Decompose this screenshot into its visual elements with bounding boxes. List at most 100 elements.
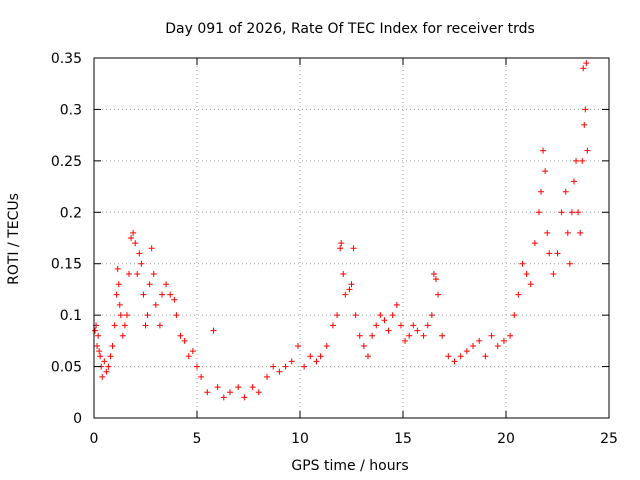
data-point [94, 343, 101, 349]
data-point [130, 229, 137, 236]
plot-frame [93, 57, 610, 419]
y-tick-label: 0.2 [60, 205, 82, 221]
data-point [123, 312, 130, 319]
data-point [152, 301, 159, 308]
data-point [329, 322, 336, 329]
data-point [317, 353, 324, 360]
data-point [92, 327, 99, 334]
data-point [389, 312, 396, 319]
data-point [542, 168, 549, 175]
data-point [313, 358, 320, 365]
data-point [167, 291, 174, 298]
y-tick-label: 0.3 [60, 102, 82, 118]
data-point [439, 332, 446, 339]
data-point [158, 291, 165, 298]
grid-lines [94, 58, 609, 418]
data-point [121, 322, 128, 329]
data-point [573, 157, 580, 164]
x-tick-label: 15 [394, 431, 412, 447]
data-point [430, 271, 437, 277]
data-point [270, 363, 277, 370]
data-point [103, 368, 110, 375]
data-point [334, 312, 341, 319]
data-point [381, 317, 388, 324]
y-tick-label: 0.25 [51, 154, 82, 170]
data-point [95, 332, 102, 339]
data-point [451, 358, 458, 365]
data-point [424, 322, 431, 329]
data-point [99, 373, 106, 380]
data-point [570, 178, 577, 185]
data-point [204, 389, 211, 396]
y-tick-label: 0.15 [51, 257, 82, 273]
data-point [540, 147, 547, 154]
x-tick-label: 25 [600, 431, 618, 447]
data-point [338, 240, 345, 247]
data-point [527, 281, 534, 288]
data-point [113, 291, 120, 298]
data-point [288, 358, 295, 365]
data-point [535, 209, 542, 216]
data-point [393, 301, 400, 308]
data-point [126, 271, 133, 277]
data-point [432, 276, 439, 283]
data-point [360, 343, 367, 349]
data-point [146, 281, 153, 288]
data-point [500, 337, 507, 344]
data-point [142, 322, 149, 329]
data-point [581, 121, 588, 128]
data-point [105, 363, 112, 370]
data-point [420, 332, 427, 339]
data-points [92, 60, 591, 401]
data-point [511, 312, 518, 319]
data-point [114, 265, 121, 272]
data-point [177, 332, 184, 339]
data-point [538, 188, 545, 195]
data-point [294, 343, 301, 349]
data-point [346, 286, 353, 293]
data-point [577, 229, 584, 236]
data-point [342, 291, 349, 298]
data-point [163, 281, 170, 288]
data-point [348, 281, 355, 288]
data-point [470, 343, 477, 349]
data-point [519, 260, 526, 267]
y-tick-label: 0.1 [60, 308, 82, 324]
axis-ticks: 0 5 10 15 20 25 0 0.05 0.1 0.15 0.2 0.25 0.3 0.35 [51, 51, 618, 447]
data-point [583, 60, 590, 67]
data-point [249, 384, 256, 391]
data-point [132, 240, 139, 247]
x-tick-label: 10 [291, 431, 309, 447]
data-point [241, 394, 248, 401]
data-point [134, 271, 141, 277]
data-point [340, 271, 347, 277]
x-tick-label: 0 [90, 431, 99, 447]
data-point [136, 250, 143, 257]
data-point [494, 343, 501, 349]
data-point [546, 250, 553, 257]
data-point [515, 291, 522, 298]
data-point [397, 322, 404, 329]
data-point [406, 332, 413, 339]
data-point [198, 373, 205, 380]
data-point [554, 250, 561, 257]
data-point [117, 312, 124, 319]
y-tick-label: 0 [73, 411, 82, 427]
data-point [173, 312, 180, 319]
data-point [101, 358, 108, 365]
data-point [150, 271, 157, 277]
data-point [414, 327, 421, 334]
data-point [115, 281, 122, 288]
y-tick-label: 0.35 [51, 51, 82, 67]
y-axis-label: ROTI / TECUs [6, 193, 22, 285]
data-point [402, 337, 409, 344]
data-point [144, 312, 151, 319]
data-point [181, 337, 188, 344]
data-point [373, 322, 380, 329]
data-point [445, 353, 452, 360]
data-point [109, 343, 116, 349]
data-point [235, 384, 242, 391]
data-point [377, 312, 384, 319]
data-point [364, 353, 371, 360]
